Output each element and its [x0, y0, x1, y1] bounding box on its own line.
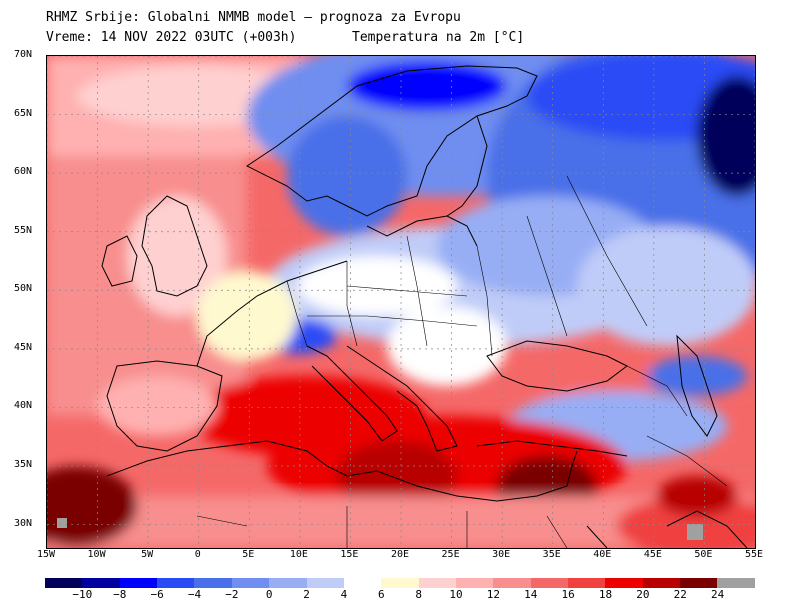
colorbar-swatch	[680, 578, 718, 588]
colorbar-swatch	[642, 578, 681, 588]
lat-label: 40N	[14, 400, 33, 412]
colorbar-swatch	[194, 578, 232, 588]
colorbar-label: −8	[113, 588, 127, 601]
lat-label: 55N	[14, 224, 33, 236]
colorbar-swatch	[605, 578, 643, 588]
zagros-gray-patch	[687, 524, 703, 540]
lon-label: 30E	[492, 549, 511, 560]
lat-label: 50N	[14, 283, 33, 295]
temperature-map	[46, 55, 756, 549]
lon-label: 35E	[542, 549, 561, 560]
colorbar-label: −6	[150, 588, 164, 601]
colorbar-swatch	[418, 578, 456, 588]
colorbar-label: 6	[378, 588, 385, 601]
colorbar-label: 22	[673, 588, 687, 601]
lat-label: 35N	[14, 459, 33, 470]
colorbar-label: 16	[561, 588, 575, 601]
colorbar-label: 10	[449, 588, 463, 601]
colorbar-swatch	[343, 578, 382, 588]
colorbar-swatch	[306, 578, 344, 588]
map-canvas	[47, 56, 755, 548]
variable-label: Temperatura na 2m [°C]	[352, 30, 525, 45]
country-borders	[196, 175, 728, 548]
lon-label: 5W	[141, 549, 154, 560]
colorbar-label: 8	[415, 588, 422, 601]
colorbar-swatch	[568, 578, 606, 588]
colorbar-swatch	[717, 578, 755, 588]
colorbar-label: 2	[303, 588, 310, 601]
lon-label: 55E	[744, 549, 764, 560]
colorbar-label: 0	[265, 588, 273, 601]
colorbar-swatch	[157, 578, 195, 588]
colorbar-swatch	[269, 578, 307, 588]
colorbar-label: 18	[598, 588, 613, 601]
colorbar-swatch	[45, 578, 83, 588]
colorbar-swatch	[231, 578, 270, 588]
colorbar-label: −10	[72, 588, 93, 601]
colorbar-swatch	[493, 578, 531, 588]
lon-label: 20E	[390, 549, 410, 560]
graticule	[47, 56, 755, 548]
lon-label: 25E	[441, 549, 460, 560]
colorbar-label: −4	[187, 588, 202, 601]
lat-label: 65N	[14, 107, 33, 119]
lon-label: 10W	[87, 549, 106, 560]
colorbar-label: −2	[225, 588, 239, 601]
colorbar-label: 4	[340, 588, 348, 601]
colorbar-label: 20	[636, 588, 650, 601]
coastlines	[101, 65, 748, 548]
map-title: RHMZ Srbije: Globalni NMMB model — progn…	[46, 10, 461, 25]
lat-label: 30N	[14, 517, 33, 529]
colorbar-label: 12	[486, 588, 501, 601]
lon-label: 15W	[36, 549, 56, 560]
colorbar-swatch	[530, 578, 569, 588]
colorbar-swatch	[82, 578, 120, 588]
atlas-gray-patch	[57, 518, 67, 528]
colorbar-swatch	[119, 578, 158, 588]
lon-label: 15E	[340, 549, 359, 560]
lon-label: 45E	[643, 549, 662, 560]
lon-label: 50E	[694, 549, 713, 560]
lon-label: 5E	[242, 549, 255, 560]
colorbar-swatch	[381, 578, 419, 588]
colorbar-swatch	[455, 578, 494, 588]
lon-label: 0	[194, 549, 201, 560]
lat-label: 70N	[14, 49, 33, 60]
colorbar	[45, 578, 755, 588]
lon-label: 40E	[593, 549, 612, 560]
lon-label: 10E	[289, 549, 308, 560]
lat-label: 45N	[14, 341, 33, 353]
colorbar-label: 24	[711, 588, 725, 601]
colorbar-label: 14	[524, 588, 538, 601]
lat-label: 60N	[14, 166, 33, 178]
forecast-time: Vreme: 14 NOV 2022 03UTC (+003h)	[46, 30, 297, 45]
